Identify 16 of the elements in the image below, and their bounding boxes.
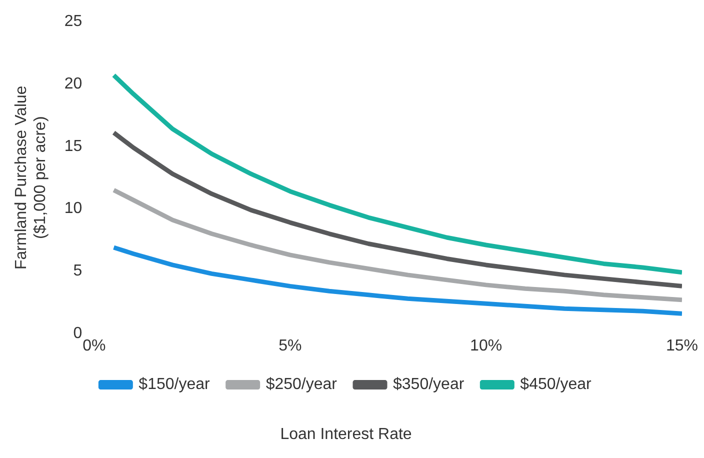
x-tick-label: 5%: [278, 338, 302, 355]
y-axis-title: Farmland Purchase Value ($1,000 per acre): [13, 86, 50, 270]
x-tick-label: 15%: [666, 338, 698, 355]
legend-label: $250/year: [266, 376, 338, 394]
x-tick-label: 0%: [82, 338, 106, 355]
x-tick-label: 10%: [470, 338, 502, 355]
y-tick-label: 20: [64, 75, 82, 92]
y-tick-label: 15: [64, 138, 82, 155]
y-tick-label: 10: [64, 200, 82, 218]
y-tick-label: 25: [64, 13, 82, 30]
x-axis-title: Loan Interest Rate: [280, 426, 412, 443]
legend-label: $350/year: [393, 376, 465, 394]
legend-label: $450/year: [520, 376, 592, 394]
y-tick-label: 5: [73, 262, 82, 280]
y-tick-label: 0: [73, 325, 82, 342]
legend-label: $150/year: [138, 376, 211, 394]
